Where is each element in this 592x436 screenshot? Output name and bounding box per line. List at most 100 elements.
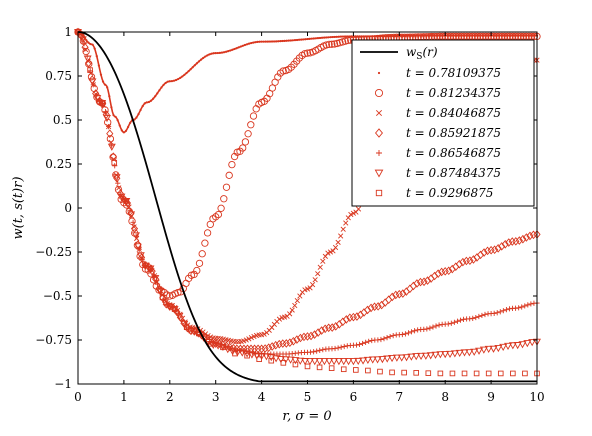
series-2-point	[294, 297, 300, 304]
series-4-point	[525, 302, 531, 308]
series-5-point	[378, 356, 387, 364]
series-6-point	[340, 366, 347, 373]
series-3-point	[310, 330, 319, 339]
series-2-point	[307, 285, 313, 291]
series-0-point	[135, 116, 138, 119]
series-4-point	[130, 219, 136, 225]
series-4-point	[516, 305, 522, 311]
series-5-point	[431, 351, 440, 359]
series-5-point	[470, 348, 479, 356]
series-0-point	[112, 113, 115, 117]
series-3-point	[487, 245, 495, 255]
series-5-point	[325, 358, 334, 366]
series-0-point	[283, 39, 286, 43]
series-1-point	[195, 259, 204, 267]
series-5-point	[267, 354, 276, 362]
series-4-point	[353, 342, 360, 348]
series-0-point	[206, 54, 209, 57]
series-5-point	[426, 352, 435, 360]
series-0-point	[268, 40, 272, 43]
x-tick-label: 7	[395, 390, 403, 404]
series-0-point	[302, 38, 305, 41]
series-3-point	[130, 224, 139, 233]
series-3-point	[498, 242, 506, 251]
series-3-point	[515, 236, 523, 245]
series-3-point	[445, 266, 453, 276]
series-0-point	[156, 92, 159, 95]
series-3-point	[328, 323, 336, 332]
series-1-point	[222, 183, 231, 191]
series-1-point	[303, 49, 312, 57]
series-5-point	[305, 358, 314, 366]
series-4-point	[179, 317, 185, 323]
series-0-point	[183, 73, 186, 76]
series-1-point	[217, 204, 225, 212]
series-1-point	[214, 210, 223, 219]
series-0-point	[93, 47, 96, 50]
series-5-point	[93, 95, 102, 103]
series-0-point	[104, 83, 107, 86]
series-5-point	[175, 312, 184, 320]
series-5-point	[136, 252, 145, 260]
series-0-point	[341, 35, 345, 38]
series-3-point	[296, 333, 305, 343]
series-5-point	[397, 354, 406, 362]
series-1-point	[325, 40, 333, 49]
series-5-point	[363, 356, 372, 365]
legend-label-1: t = 0.81234375	[406, 86, 501, 100]
series-6-point	[510, 370, 516, 377]
series-0-point	[316, 37, 320, 40]
series-5-point	[344, 358, 353, 366]
series-6-point	[159, 294, 166, 301]
series-0-point	[187, 70, 190, 73]
series-6-point	[183, 324, 190, 331]
series-4-point	[378, 336, 384, 343]
y-tick-label: −0.75	[35, 333, 72, 347]
series-0-point	[139, 108, 142, 112]
series-2-point	[322, 253, 328, 259]
series-5-point	[315, 358, 324, 366]
x-tick-label: 3	[212, 390, 220, 404]
series-4-point	[476, 313, 482, 320]
series-6-point	[365, 367, 371, 374]
series-0-point	[218, 51, 221, 54]
series-4-point	[451, 319, 457, 325]
series-5-point	[291, 357, 300, 365]
series-2-point	[320, 258, 326, 264]
series-4-point	[311, 349, 317, 355]
series-1-point	[330, 40, 339, 48]
series-1-point	[193, 266, 201, 275]
legend-marker-5	[374, 169, 384, 178]
series-0-point	[304, 38, 307, 41]
series-0-point	[281, 39, 284, 43]
series-3-point	[282, 339, 290, 348]
series-6-point	[232, 350, 238, 357]
series-6-point	[292, 361, 299, 368]
series-2-point	[330, 248, 336, 254]
series-1-point	[225, 171, 233, 179]
series-2-point	[335, 239, 341, 245]
series-4-point	[341, 343, 347, 350]
series-4-point	[81, 41, 87, 47]
series-4-point	[436, 322, 442, 328]
series-3-point	[286, 338, 294, 347]
series-1-point	[82, 47, 90, 56]
series-2-point	[345, 215, 351, 221]
series-4-point	[522, 303, 528, 309]
series-4-point	[317, 347, 323, 353]
series-6-point	[522, 370, 528, 377]
series-5-point	[450, 350, 459, 358]
series-5-point	[117, 193, 126, 201]
series-0-point	[270, 40, 274, 43]
series-0-point	[235, 47, 238, 50]
series-0-point	[308, 37, 311, 40]
series-0-point	[273, 40, 276, 43]
series-3-point	[505, 238, 513, 247]
series-5-point	[199, 334, 208, 342]
series-3-point	[346, 313, 354, 323]
series-4-point	[320, 347, 326, 353]
y-tick-label: 0.75	[45, 69, 72, 83]
series-5-point	[252, 352, 261, 360]
series-2-point	[343, 220, 349, 226]
series-5-point	[272, 355, 281, 363]
